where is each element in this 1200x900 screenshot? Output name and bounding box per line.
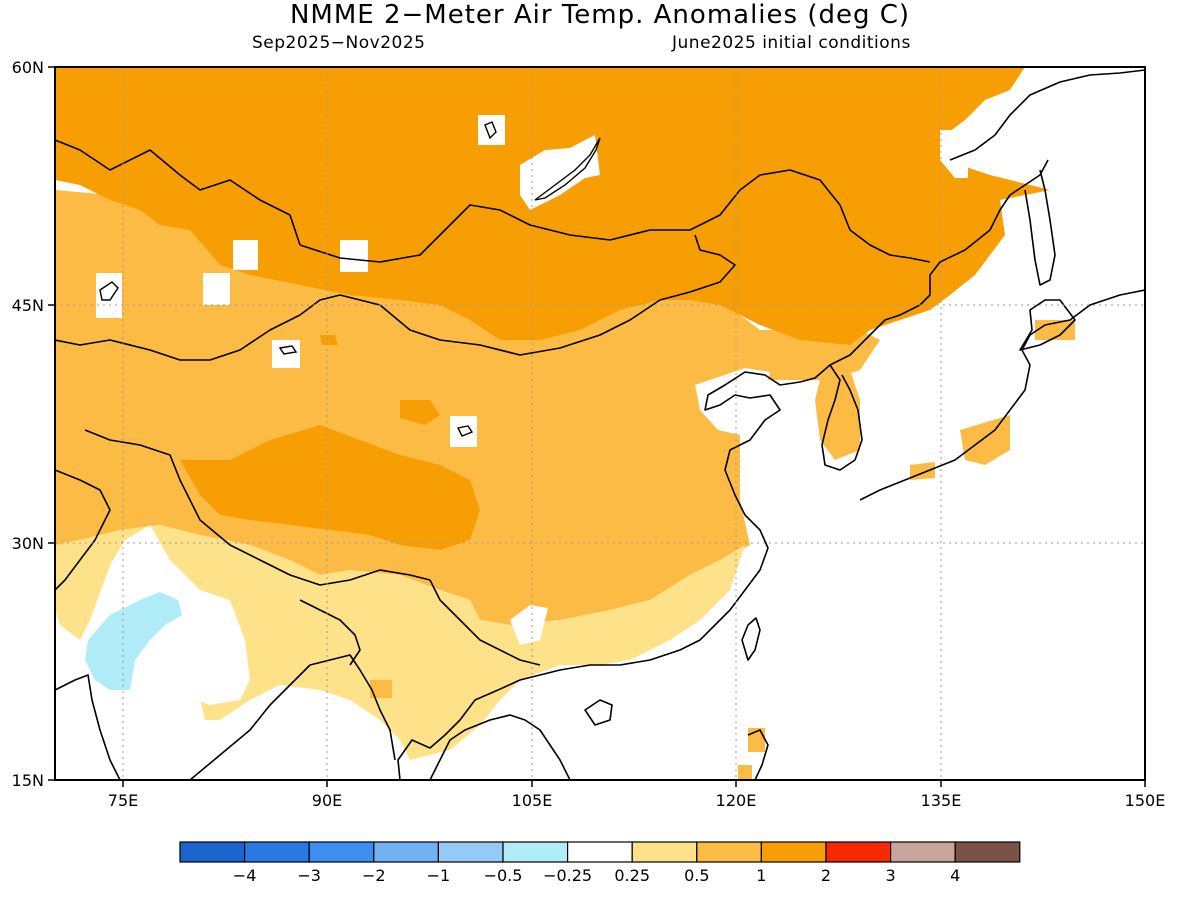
no-anomaly-patch [695, 368, 770, 435]
colorbar-tick-label: 0.25 [614, 866, 650, 885]
anomaly-0.5-1-patch [738, 765, 752, 780]
map-frame [54, 66, 1146, 781]
border-bangladesh [299, 599, 361, 666]
colorbar-swatch [760, 841, 827, 863]
coastline-bay-of-bengal [189, 654, 396, 780]
coastline-korea [821, 364, 863, 471]
colorbar-tick-label: −0.25 [543, 866, 592, 885]
anomaly-neg0.5-neg0.25-region [85, 592, 182, 690]
coastline-japan [859, 289, 1145, 501]
colorbar-swatch [244, 841, 310, 863]
colorbar-swatch [954, 841, 1021, 863]
no-anomaly-patch [520, 135, 600, 210]
lake-baikal [534, 137, 601, 201]
lon-label: 105E [512, 791, 553, 810]
coastlines [55, 69, 1145, 780]
no-anomaly-patch [340, 240, 368, 272]
lake-balkhash [99, 281, 119, 301]
border-china-mongolia [299, 169, 931, 263]
axis-ticks [48, 66, 1146, 787]
colorbar-swatch [696, 841, 762, 863]
colorbar-tick-label: 2 [821, 866, 831, 885]
colorbar-tick-label: 3 [886, 866, 896, 885]
anomaly-1-2-patch [400, 400, 440, 425]
colorbar-tick-label: −2 [362, 866, 386, 885]
lat-label: 30N [12, 534, 44, 553]
lon-label: 135E [921, 791, 962, 810]
colorbar-tick-label: 1 [756, 866, 766, 885]
lon-label: 120E [716, 791, 757, 810]
lakes [99, 121, 601, 437]
colorbar-swatch [502, 841, 569, 863]
colorbar-swatch [889, 841, 956, 863]
colorbar-tick-label: −0.5 [484, 866, 523, 885]
no-anomaly-patch [203, 273, 230, 305]
anomaly-0.5-1-patch [370, 680, 392, 698]
lat-label: 45N [12, 296, 44, 315]
colorbar-tick-label: 4 [950, 866, 960, 885]
colorbar-swatch [566, 841, 633, 863]
lake-qinghai [456, 425, 474, 437]
colorbar-swatch [825, 841, 892, 863]
border-south-asia [55, 469, 111, 591]
coastline-india [55, 674, 121, 780]
colorbar-tick-label: −1 [427, 866, 451, 885]
border-russia-kazakhstan [55, 139, 301, 246]
colorbar [179, 841, 1021, 863]
colorbar-swatch [437, 841, 504, 863]
lat-label: 60N [12, 58, 44, 77]
coastline-taiwan [741, 617, 761, 661]
border-central-asia [55, 294, 341, 361]
coastline-indochina [429, 714, 571, 780]
coastline-hainan [584, 699, 613, 726]
coastline-hokkaido [1019, 299, 1076, 351]
forecast-period: Sep2025−Nov2025 [252, 33, 426, 53]
coastline-okhotsk [949, 69, 1145, 161]
no-anomaly-patch [510, 605, 548, 645]
colorbar-swatch [631, 841, 698, 863]
coastline-sakhalin [1024, 169, 1056, 286]
colorbar-tick-label: −4 [233, 866, 257, 885]
anomaly-1-2-patch [320, 335, 338, 345]
shaded-field [55, 67, 1075, 780]
anomaly-0.5-1-patch [960, 415, 1010, 465]
colorbar-swatch [373, 841, 439, 863]
coastline-philippines [747, 729, 769, 780]
no-anomaly-patch [233, 240, 258, 270]
no-anomaly-patch [478, 115, 505, 145]
colorbar-swatch [308, 841, 375, 863]
border-myanmar-china [429, 579, 541, 666]
no-anomaly-patch [450, 416, 477, 447]
lon-label: 150E [1125, 791, 1166, 810]
anomaly-1-2-tibet [180, 425, 480, 550]
lake-khovsgol [484, 121, 497, 140]
lon-label: 75E [108, 791, 138, 810]
gridlines [55, 67, 1145, 780]
coastline-asia [397, 159, 1049, 780]
colorbar-tick-label: −3 [297, 866, 321, 885]
border-himalaya [84, 429, 431, 586]
lat-label: 15N [12, 771, 44, 790]
colorbar-tick-label: 0.5 [684, 866, 709, 885]
anomaly-1-2-north [55, 67, 1050, 345]
lake-issyk-kul [278, 345, 298, 355]
lon-label: 90E [312, 791, 342, 810]
initial-conditions: June2025 initial conditions [672, 33, 911, 53]
map-title: NMME 2−Meter Air Temp. Anomalies (deg C) [289, 0, 911, 30]
no-anomaly-patch [940, 130, 968, 178]
no-anomaly-india [55, 670, 320, 780]
colorbar-swatch [179, 841, 246, 863]
anomaly-0.5-1-patch [815, 370, 860, 460]
no-anomaly-patch [96, 273, 122, 318]
border-mongolia-south [339, 234, 736, 356]
